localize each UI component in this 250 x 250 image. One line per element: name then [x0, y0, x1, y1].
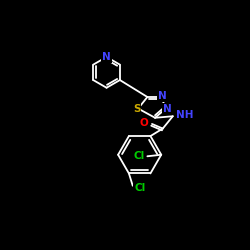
Text: N: N: [102, 52, 111, 62]
Text: Cl: Cl: [134, 183, 145, 193]
Text: S: S: [133, 104, 140, 114]
Text: O: O: [140, 118, 148, 128]
Text: NH: NH: [176, 110, 193, 120]
Text: N: N: [163, 104, 172, 114]
Text: Cl: Cl: [134, 151, 145, 161]
Text: N: N: [158, 91, 166, 101]
